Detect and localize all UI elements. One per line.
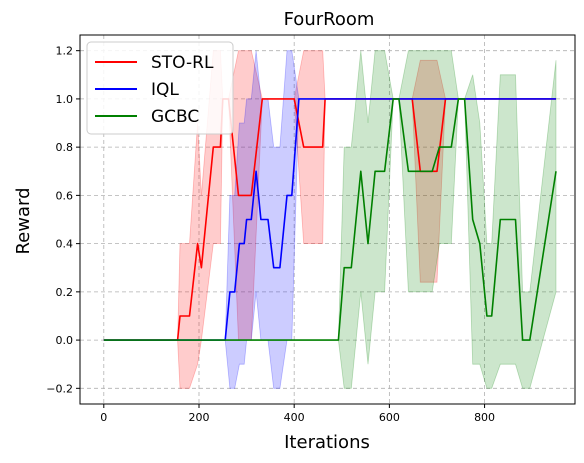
x-tick-label: 0 [100, 411, 107, 424]
chart-title: FourRoom [284, 9, 375, 30]
y-tick-label: 1.0 [56, 93, 74, 106]
y-tick-label: 0.4 [56, 238, 74, 251]
legend: STO-RL IQL GCBC [86, 41, 234, 135]
y-tick-label: 0.0 [56, 334, 74, 347]
x-tick-label: 800 [474, 411, 495, 424]
series-lines [103, 98, 557, 341]
y-tick-label: 1.2 [56, 45, 74, 58]
plot-frame [79, 34, 576, 405]
series-line-sto-rl [103, 98, 556, 341]
series-line-iql [103, 98, 556, 341]
legend-box [86, 41, 234, 135]
legend-label-sto-rl: STO-RL [151, 53, 214, 73]
series-line-gcbc [103, 98, 557, 341]
axis-ticks: 0 200 400 600 800 −0.2 0.0 0.2 0.4 0.6 0.8 1.0 1.2 [46, 45, 495, 424]
y-tick-label: −0.2 [46, 382, 73, 395]
x-tick-label: 200 [188, 411, 209, 424]
legend-label-iql: IQL [151, 80, 179, 100]
x-tick-label: 600 [379, 411, 400, 424]
x-tick-label: 400 [284, 411, 305, 424]
error-band-iql [103, 50, 556, 389]
y-tick-label: 0.6 [56, 189, 74, 202]
y-axis-label: Reward [13, 187, 34, 254]
legend-label-gcbc: GCBC [151, 107, 199, 127]
x-axis-label: Iterations [284, 432, 370, 453]
y-tick-label: 0.2 [56, 286, 74, 299]
y-tick-label: 0.8 [56, 141, 74, 154]
